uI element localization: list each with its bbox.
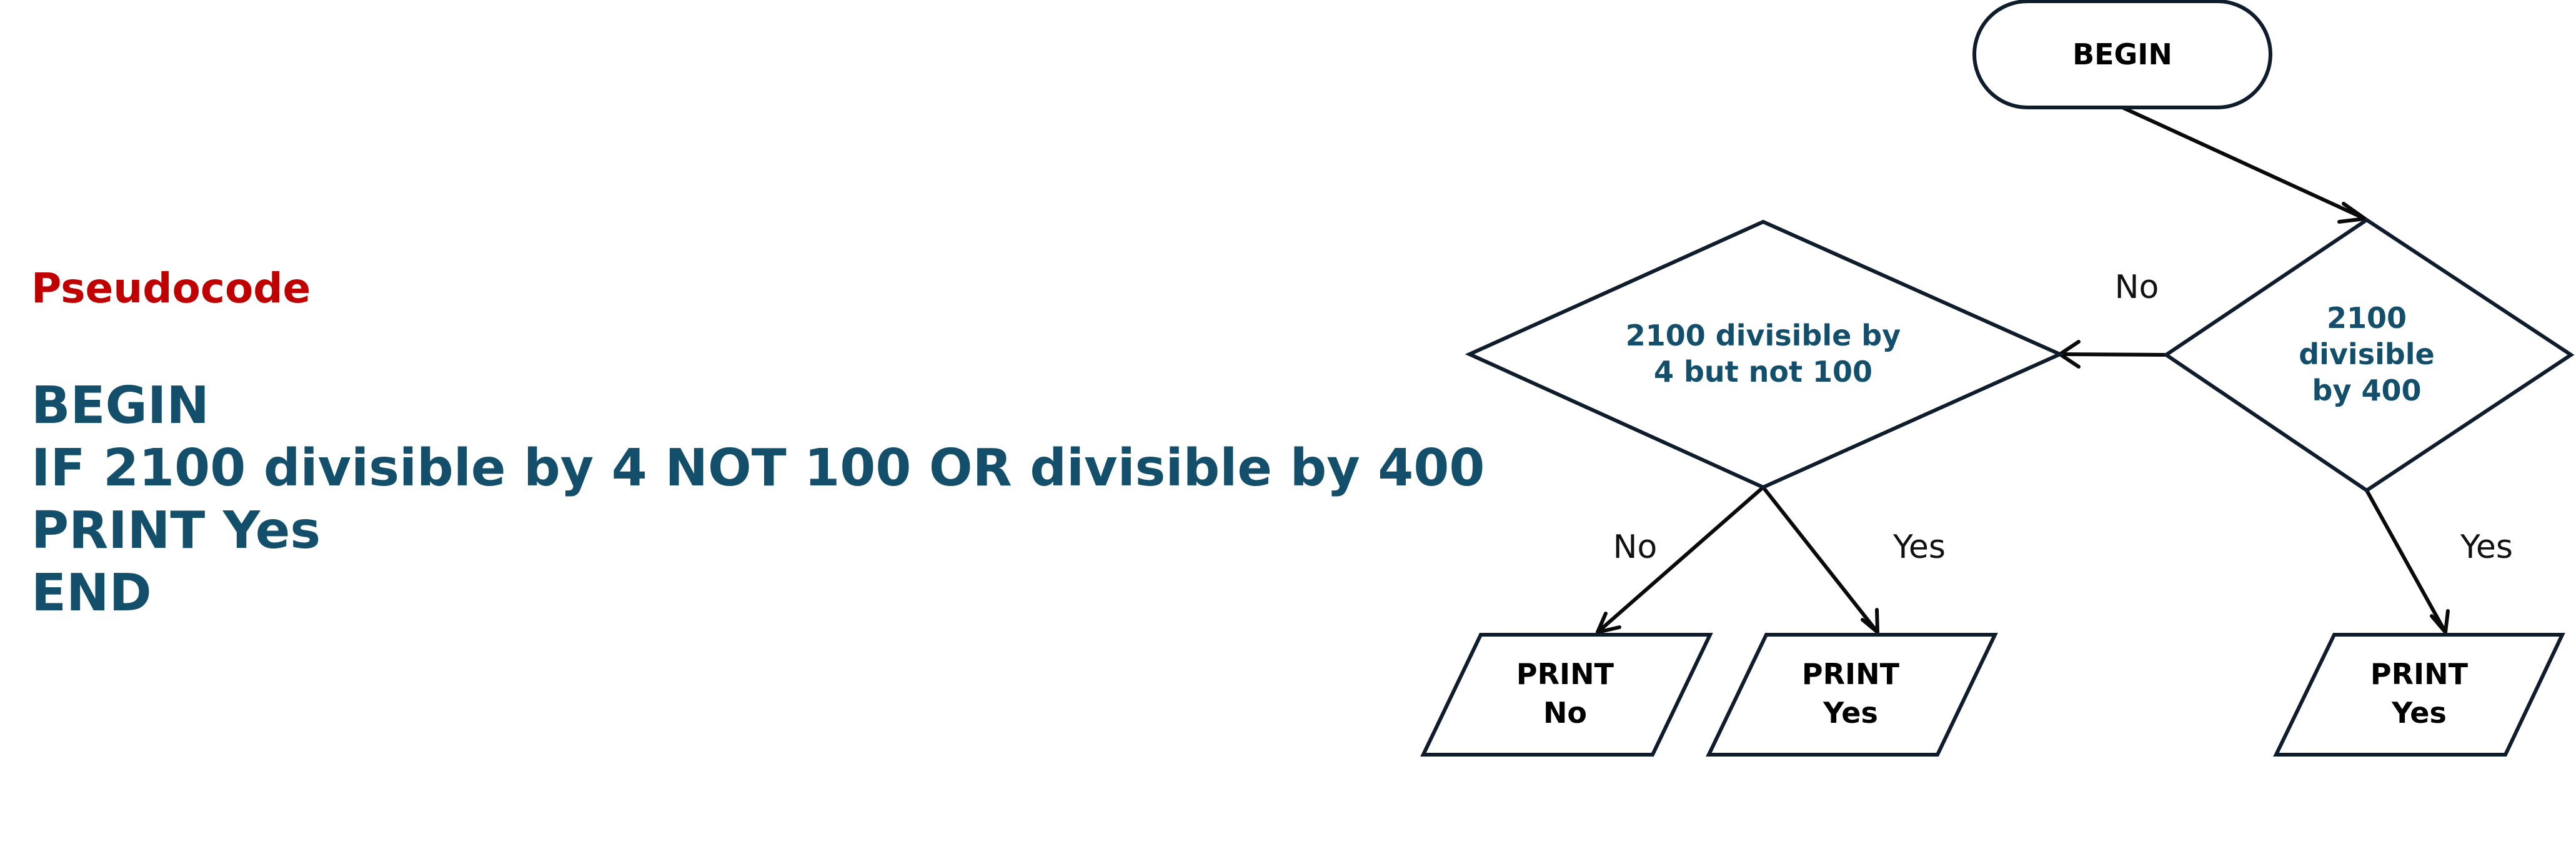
begin-terminal: BEGIN: [1972, 0, 2272, 109]
decision-divisible-by-4-not-100-line-1: 2100 divisible by: [1626, 319, 1901, 352]
pseudocode-heading: Pseudocode: [31, 264, 311, 312]
edge-4-yes-to-print-yes-middle: [1761, 486, 1879, 633]
pseudocode-line-if: IF 2100 divisible by 4 NOT 100 OR divisi…: [31, 439, 1485, 498]
edge-begin-to-decision-400: [2121, 106, 2366, 221]
decision-divisible-by-400: 2100 divisible by 400: [2162, 217, 2575, 493]
arrowhead-print-no: [1596, 612, 1621, 634]
print-yes-right-output: PRINT Yes: [2273, 633, 2565, 757]
pseudocode-line-end: END: [31, 563, 152, 623]
begin-label: BEGIN: [2072, 37, 2172, 71]
edge-4-no-to-print-no: [1596, 485, 1764, 634]
decision-divisible-by-400-line-3: by 400: [2312, 374, 2422, 407]
arrowhead-print-yes-middle: [1861, 608, 1879, 634]
decision-divisible-by-400-shape: [2162, 217, 2575, 493]
print-yes-right-shape: [2273, 633, 2565, 757]
print-no-shape: [1420, 633, 1713, 757]
connectors: [1596, 106, 2450, 634]
decision-divisible-by-4-not-100-shape: [1465, 219, 2065, 490]
print-yes-right-line-1: PRINT: [2370, 657, 2469, 691]
arrowhead-print-yes-right: [2430, 609, 2450, 634]
pseudocode-block: BEGIN IF 2100 divisible by 4 NOT 100 OR …: [31, 375, 1484, 625]
arrowhead-decision-400: [2337, 202, 2367, 224]
print-no-line-2: No: [1543, 696, 1587, 730]
print-yes-middle-line-1: PRINT: [1802, 657, 1900, 691]
pseudocode-line-print: PRINT Yes: [31, 501, 321, 560]
edge-label-400-yes: Yes: [2460, 529, 2513, 566]
decision-divisible-by-4-not-100-line-2: 4 but not 100: [1654, 355, 1872, 389]
print-yes-middle-shape: [1706, 633, 1998, 757]
decision-divisible-by-400-line-2: divisible: [2299, 337, 2435, 371]
edge-label-4-yes: Yes: [1892, 529, 1946, 566]
edge-400-no-to-decision-4: [2059, 352, 2167, 357]
decision-divisible-by-4-not-100: 2100 divisible by 4 but not 100: [1465, 219, 2065, 490]
print-no-line-1: PRINT: [1516, 657, 1614, 691]
pseudocode-line-begin: BEGIN: [31, 376, 209, 435]
edge-label-4-no: No: [1613, 529, 1658, 566]
decision-divisible-by-400-line-1: 2100: [2327, 301, 2407, 335]
edge-400-yes-to-print-yes-right: [2365, 489, 2447, 633]
print-yes-middle-line-2: Yes: [1823, 696, 1878, 730]
print-yes-middle-output: PRINT Yes: [1706, 633, 1998, 757]
begin-terminal-shape: [1972, 0, 2272, 109]
print-no-output: PRINT No: [1420, 633, 1713, 757]
edge-label-400-no: No: [2115, 269, 2159, 306]
print-yes-right-line-2: Yes: [2391, 696, 2447, 730]
